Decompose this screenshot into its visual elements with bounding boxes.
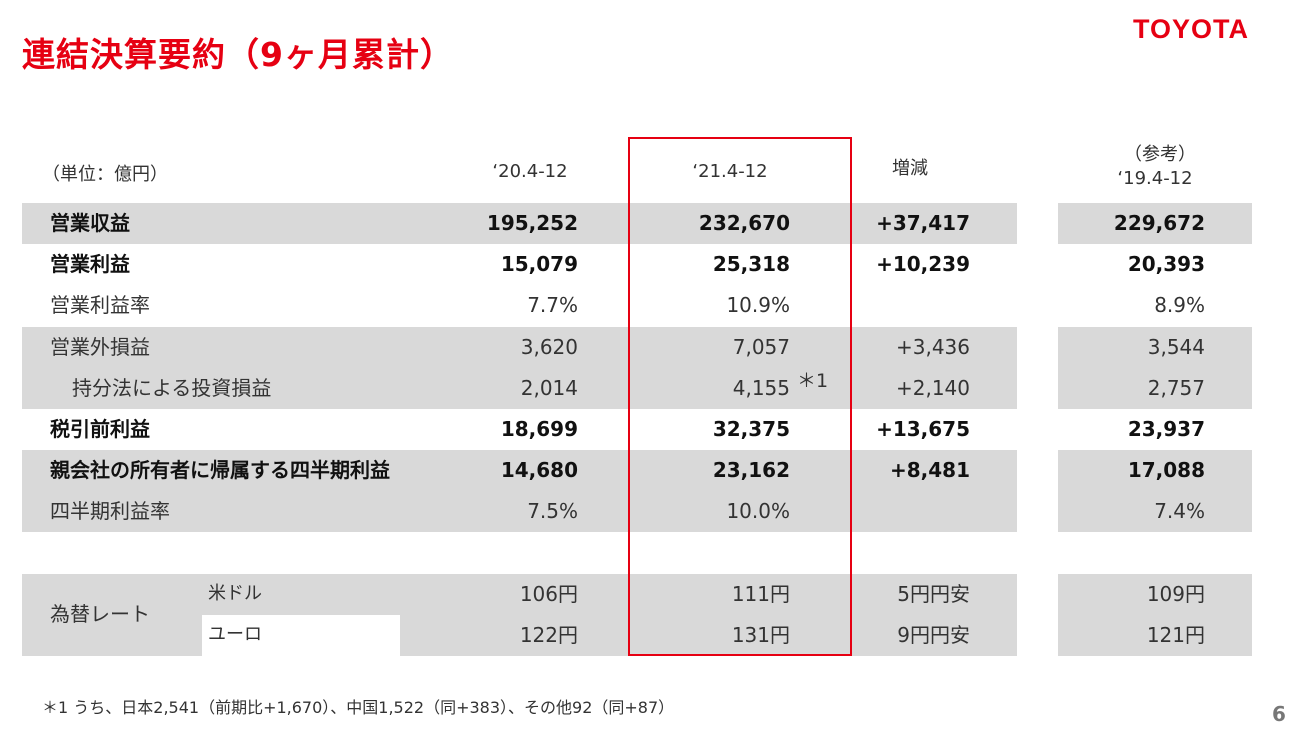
ref-band-revenue — [1058, 203, 1252, 244]
fx-eur-2021: 131円 — [731, 623, 790, 647]
fx-rate-label: 為替レート — [50, 602, 150, 626]
row-revenue-2021: 232,670 — [698, 211, 790, 235]
band-fx-lower — [22, 615, 202, 656]
row-operating-margin-2021: 10.9% — [726, 293, 790, 317]
row-operating-income-change: +10,239 — [876, 252, 970, 276]
footnote: ＊1 うち、日本2,541（前期比+1,670）、中国1,522（同+383）、… — [42, 698, 675, 717]
band-fx-lower-values — [400, 615, 1017, 656]
row-net-margin-2019: 7.4% — [1154, 499, 1205, 523]
row-label-equity-method: 持分法による投資損益 — [72, 376, 272, 400]
row-net-income-change: +8,481 — [889, 458, 970, 482]
row-nonoperating-2019: 3,544 — [1147, 335, 1205, 359]
fx-label-eur: ユーロ — [208, 624, 262, 645]
ref-band-nonoperating — [1058, 327, 1252, 409]
col-header-change: 増減 — [892, 158, 928, 179]
row-label-operating-income: 営業利益 — [50, 252, 130, 276]
ref-band-netincome — [1058, 450, 1252, 532]
fx-usd-change: 5円円安 — [897, 582, 970, 606]
row-equity-method-2019: 2,757 — [1147, 376, 1205, 400]
row-operating-margin-2020: 7.7% — [527, 293, 578, 317]
row-operating-income-2021: 25,318 — [712, 252, 790, 276]
fx-label-usd: 米ドル — [208, 583, 262, 604]
col-header-2021: ‘21.4-12 — [692, 161, 768, 182]
toyota-logo: TOYOTA — [1133, 14, 1250, 44]
unit-label: （単位：億円） — [42, 164, 168, 185]
row-equity-method-change: +2,140 — [895, 376, 970, 400]
col-header-2020: ‘20.4-12 — [492, 161, 568, 182]
current-period-highlight — [628, 137, 852, 656]
row-equity-method-2020: 2,014 — [520, 376, 578, 400]
row-net-margin-2021: 10.0% — [726, 499, 790, 523]
row-pretax-income-2019: 23,937 — [1127, 417, 1205, 441]
row-revenue-2019: 229,672 — [1113, 211, 1205, 235]
row-operating-income-2020: 15,079 — [500, 252, 578, 276]
row-operating-margin-2019: 8.9% — [1154, 293, 1205, 317]
row-net-income-2020: 14,680 — [500, 458, 578, 482]
row-label-operating-margin: 営業利益率 — [50, 293, 150, 317]
footnote-marker: ＊1 — [797, 370, 829, 392]
fx-eur-2020: 122円 — [519, 623, 578, 647]
fx-eur-2019: 121円 — [1146, 623, 1205, 647]
row-pretax-income-2021: 32,375 — [712, 417, 790, 441]
row-net-income-2019: 17,088 — [1127, 458, 1205, 482]
row-nonoperating-2020: 3,620 — [520, 335, 578, 359]
row-label-pretax-income: 税引前利益 — [50, 417, 150, 441]
row-revenue-change: +37,417 — [876, 211, 970, 235]
page-number: 6 — [1272, 702, 1286, 726]
row-label-nonoperating: 営業外損益 — [50, 335, 150, 359]
row-label-net-income: 親会社の所有者に帰属する四半期利益 — [50, 458, 390, 482]
fx-usd-2021: 111円 — [731, 582, 790, 606]
row-net-margin-2020: 7.5% — [527, 499, 578, 523]
row-revenue-2020: 195,252 — [486, 211, 578, 235]
row-nonoperating-change: +3,436 — [895, 335, 970, 359]
row-label-net-margin: 四半期利益率 — [50, 499, 170, 523]
row-label-revenue: 営業収益 — [50, 211, 130, 235]
row-operating-income-2019: 20,393 — [1127, 252, 1205, 276]
page-title: 連結決算要約（9ヶ月累計） — [22, 35, 454, 74]
ref-band-fx — [1058, 574, 1252, 656]
row-net-income-2021: 23,162 — [712, 458, 790, 482]
fx-usd-2019: 109円 — [1146, 582, 1205, 606]
fx-usd-2020: 106円 — [519, 582, 578, 606]
col-header-2019: ‘19.4-12 — [1117, 168, 1193, 189]
row-nonoperating-2021: 7,057 — [732, 335, 790, 359]
row-pretax-income-change: +13,675 — [876, 417, 970, 441]
col-header-reference-note: （参考） — [1124, 144, 1196, 165]
row-equity-method-2021: 4,155 — [732, 376, 790, 400]
row-pretax-income-2020: 18,699 — [500, 417, 578, 441]
fx-eur-change: 9円円安 — [897, 623, 970, 647]
